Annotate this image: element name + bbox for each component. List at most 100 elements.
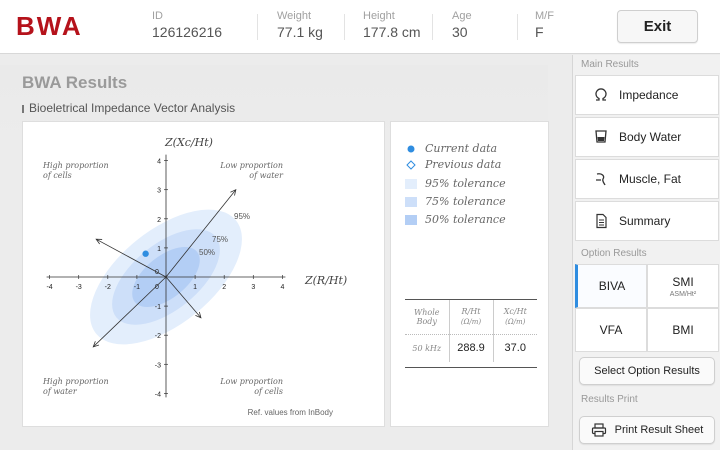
hollow-diamond-icon <box>405 159 417 170</box>
print-label: Print Result Sheet <box>614 424 704 436</box>
option-biva[interactable]: BIVA <box>575 264 647 308</box>
swatch-50 <box>405 214 417 225</box>
body-icon <box>592 171 610 187</box>
y-axis-label: Z(Xc/Ht) <box>164 136 213 149</box>
results-main: BWA Results Bioeletrical Impedance Vecto… <box>0 55 572 450</box>
x-axis-label: Z(R/Ht) <box>304 274 347 287</box>
legend-panel: Current data Previous data 95% tolerance… <box>390 121 549 427</box>
printer-icon <box>591 423 607 437</box>
y-tick-label: -4 <box>155 391 161 398</box>
data-points <box>142 250 149 257</box>
x-tick-label: -2 <box>105 284 111 291</box>
age-value: 30 <box>452 24 468 40</box>
x-tick-label: 3 <box>251 284 255 291</box>
sidebar: Main Results Impedance Body Water Muscle… <box>572 55 720 450</box>
id-field: ID 126126216 <box>152 10 222 40</box>
option-results-header: Option Results <box>573 244 720 264</box>
sidebar-item-muscle-fat[interactable]: Muscle, Fat <box>575 159 719 199</box>
filled-dot-icon <box>405 144 417 154</box>
quadrant-br-line2: of cells <box>254 387 283 396</box>
y-tick-label: 3 <box>157 188 161 195</box>
table-head-xc: Xc/Ht (Ω/m) <box>493 300 537 335</box>
option-smi[interactable]: SMI ASM/Ht² <box>647 264 719 308</box>
current-data-point <box>142 250 149 257</box>
select-option-results-button[interactable]: Select Option Results <box>579 357 715 385</box>
quadrant-br-line1: Low proportion <box>219 377 283 386</box>
age-label: Age <box>452 10 472 22</box>
legend-current: Current data <box>405 142 497 155</box>
print-result-sheet-button[interactable]: Print Result Sheet <box>579 416 715 444</box>
x-tick-label: 2 <box>222 284 226 291</box>
arrow-95 <box>165 189 237 278</box>
svg-text:BWA: BWA <box>16 13 83 39</box>
ellipse-label-50: 50% <box>199 248 215 257</box>
x-tick-label: 0 <box>155 284 159 291</box>
swatch-95 <box>405 178 417 189</box>
top-header: BWA ID 126126216 Weight 77.1 kg Height 1… <box>0 0 720 54</box>
x-tick-label: -4 <box>46 284 52 291</box>
legend-75: 75% tolerance <box>405 195 506 208</box>
arrow-upper-left <box>95 238 167 278</box>
header-divider <box>517 14 518 40</box>
option-grid: BIVA SMI ASM/Ht² VFA BMI <box>575 264 719 352</box>
quadrant-tl-line2: of cells <box>43 171 72 180</box>
quadrant-tl-line1: High proportion <box>42 161 109 170</box>
table-r-value: 288.9 <box>449 334 494 362</box>
sidebar-item-body-water[interactable]: Body Water <box>575 117 719 157</box>
option-label: BIVA <box>598 279 626 293</box>
sex-label: M/F <box>535 10 554 22</box>
quadrant-bl-line2: of water <box>43 387 78 396</box>
sidebar-item-summary[interactable]: Summary <box>575 201 719 241</box>
arrow-lower-right <box>165 276 202 319</box>
x-tick-label: 1 <box>193 284 197 291</box>
exit-button[interactable]: Exit <box>617 10 698 43</box>
document-icon <box>592 213 610 229</box>
bwa-logo: BWA <box>16 11 96 44</box>
table-freq: 50 kHz <box>405 334 450 362</box>
x-tick-label: -3 <box>76 284 82 291</box>
option-bmi[interactable]: BMI <box>647 308 719 352</box>
height-label: Height <box>363 10 395 22</box>
table-head-whole-body: Whole Body <box>405 300 450 335</box>
table-bottom-rule <box>405 367 537 368</box>
arrow-lower-left-head <box>92 341 100 348</box>
weight-label: Weight <box>277 10 312 22</box>
header-divider <box>344 14 345 40</box>
subtitle-bar <box>22 104 24 113</box>
legend-50-label: 50% tolerance <box>425 213 506 226</box>
table-header-row: Whole Body R/Ht (Ω/m) Xc/Ht (Ω/m) <box>405 300 537 335</box>
y-tick-label: -2 <box>155 333 161 340</box>
legend-95-label: 95% tolerance <box>425 177 506 190</box>
cup-icon <box>592 129 610 145</box>
main-results-header: Main Results <box>573 55 720 75</box>
y-tick-label: 2 <box>157 217 161 224</box>
sidebar-item-impedance[interactable]: Impedance <box>575 75 719 115</box>
option-label: SMI <box>672 274 694 289</box>
table-row: 50 kHz 288.9 37.0 <box>405 334 537 362</box>
legend-current-label: Current data <box>425 142 498 155</box>
height-field: Height 177.8 cm <box>363 10 421 40</box>
weight-field: Weight 77.1 kg <box>277 10 323 40</box>
header-divider <box>257 14 258 40</box>
id-label: ID <box>152 10 163 22</box>
sidebar-item-label: Summary <box>619 214 671 228</box>
sex-field: M/F F <box>535 10 554 40</box>
ref-note: Ref. values from InBody <box>248 408 333 417</box>
x-tick-label: -1 <box>134 284 140 291</box>
option-vfa[interactable]: VFA <box>575 308 647 352</box>
sidebar-item-label: Body Water <box>619 130 682 144</box>
page-title: BWA Results <box>22 73 128 92</box>
quadrant-bl-line1: High proportion <box>42 377 109 386</box>
results-print-header: Results Print <box>573 390 720 410</box>
arrow-upper-left-head <box>95 238 103 245</box>
legend-95: 95% tolerance <box>405 177 506 190</box>
arrow-95-head <box>230 188 237 196</box>
legend-previous: Previous data <box>405 158 501 171</box>
omega-icon <box>592 87 610 103</box>
weight-value: 77.1 kg <box>277 24 323 40</box>
impedance-table: Whole Body R/Ht (Ω/m) Xc/Ht (Ω/m) 50 kHz 2… <box>405 300 537 362</box>
swatch-75 <box>405 196 417 207</box>
